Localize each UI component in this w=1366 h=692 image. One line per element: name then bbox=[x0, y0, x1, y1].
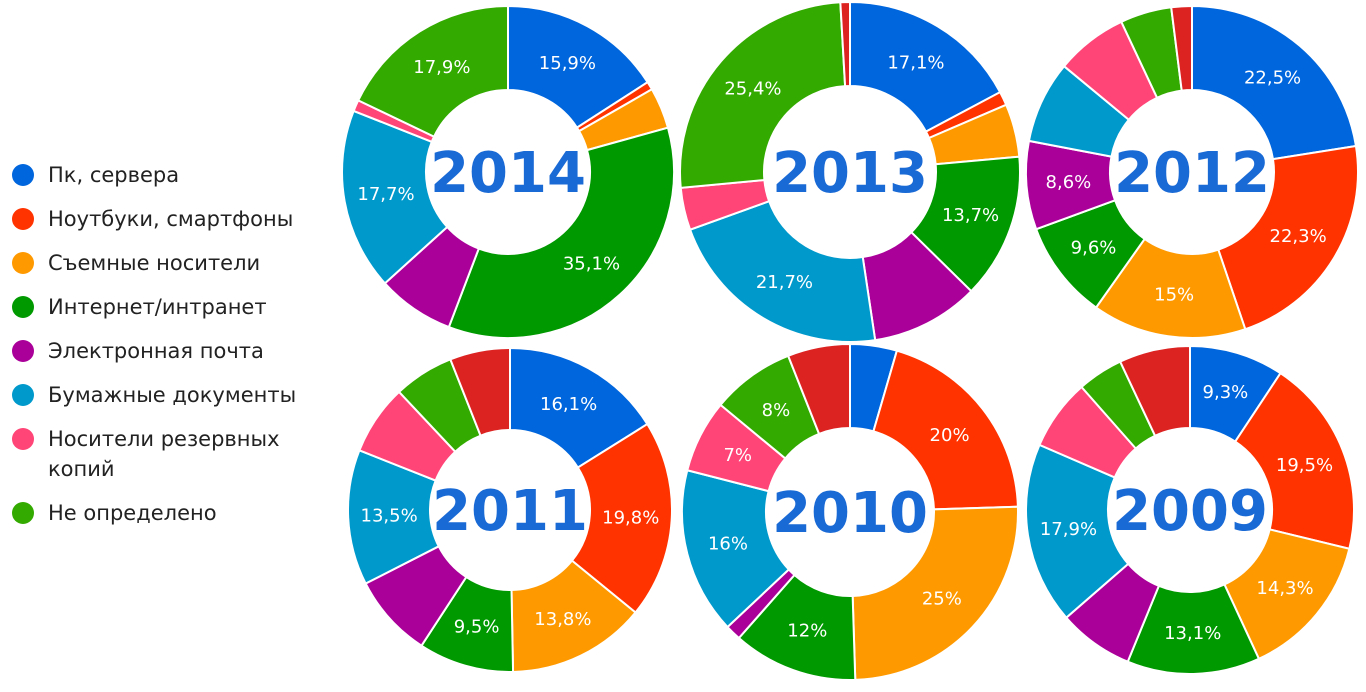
chart-year-title: 2012 bbox=[1114, 141, 1270, 206]
legend-swatch bbox=[12, 296, 34, 318]
legend-swatch bbox=[12, 428, 34, 450]
legend-swatch bbox=[12, 164, 34, 186]
legend-label: Съемные носители bbox=[48, 251, 261, 275]
slice-data-label: 20% bbox=[930, 425, 970, 446]
slice-data-label: 22,3% bbox=[1270, 226, 1327, 247]
chart-year-title: 2011 bbox=[432, 479, 588, 544]
donut-hole bbox=[764, 86, 936, 258]
donut-hole bbox=[1110, 90, 1274, 254]
slice-data-label: 13,7% bbox=[942, 205, 999, 226]
legend-label: Интернет/интранет bbox=[48, 295, 267, 319]
slice-data-label: 7% bbox=[723, 445, 752, 466]
donut-chart: 15,9% 35,1% 17,7% 17,9% 2014 bbox=[341, 4, 675, 339]
legend-item: Пк, сервера bbox=[12, 160, 342, 190]
legend-item: Ноутбуки, смартфоны bbox=[12, 204, 342, 234]
slice-data-label: 21,7% bbox=[756, 272, 813, 293]
slice-data-label: 16% bbox=[708, 533, 748, 554]
legend-item: Носители резервных копий bbox=[12, 424, 342, 484]
slice-data-label: 13,8% bbox=[534, 609, 591, 630]
legend-item: Съемные носители bbox=[12, 248, 342, 278]
legend-item: Интернет/интранет bbox=[12, 292, 342, 322]
chart-year-title: 2010 bbox=[772, 481, 928, 546]
legend-label: Пк, сервера bbox=[48, 163, 180, 187]
legend-label: Бумажные документы bbox=[48, 383, 297, 407]
donut-chart: 16,1% 19,8% 13,8% 9,5% 13,5% 2011 bbox=[347, 346, 673, 673]
slice-data-label: 9,5% bbox=[454, 616, 500, 637]
slice-data-label: 25,4% bbox=[724, 79, 781, 100]
slice-data-label: 19,8% bbox=[602, 508, 659, 529]
legend-label: Носители резервных копий bbox=[48, 427, 280, 481]
slice-data-label: 17,9% bbox=[413, 57, 470, 78]
slice-data-label: 19,5% bbox=[1276, 455, 1333, 476]
slice-data-label: 17,9% bbox=[1040, 519, 1097, 540]
slice-data-label: 15% bbox=[1154, 285, 1194, 306]
slice-data-label: 25% bbox=[922, 588, 962, 609]
donut-hole bbox=[430, 430, 590, 590]
legend-item: Бумажные документы bbox=[12, 380, 342, 410]
donut-hole bbox=[766, 428, 934, 596]
legend-item: Не определено bbox=[12, 498, 342, 528]
donut-chart: 9,3% 19,5% 14,3% 13,1% 17,9% 2009 bbox=[1025, 344, 1355, 675]
legend: Пк, сервера Ноутбуки, смартфоны Съемные … bbox=[12, 160, 342, 542]
donut-hole bbox=[426, 90, 590, 254]
legend-swatch bbox=[12, 208, 34, 230]
donut-hole bbox=[1108, 428, 1272, 592]
slice-data-label: 17,7% bbox=[357, 184, 414, 205]
slice-data-label: 13,1% bbox=[1164, 623, 1221, 644]
donut-chart: 17,1% 13,7% 21,7% 25,4% 2013 bbox=[679, 0, 1021, 343]
slice-data-label: 13,5% bbox=[361, 506, 418, 527]
slice-data-label: 35,1% bbox=[563, 254, 620, 275]
slice-data-label: 15,9% bbox=[539, 53, 596, 74]
legend-swatch bbox=[12, 384, 34, 406]
chart-year-title: 2013 bbox=[772, 141, 928, 206]
slice-data-label: 17,1% bbox=[887, 52, 944, 73]
slice-data-label: 9,6% bbox=[1071, 237, 1117, 258]
slice-data-label: 8% bbox=[762, 400, 791, 421]
legend-label: Ноутбуки, смартфоны bbox=[48, 207, 294, 231]
legend-item: Электронная почта bbox=[12, 336, 342, 366]
legend-label: Электронная почта bbox=[48, 339, 264, 363]
chart-year-title: 2009 bbox=[1112, 479, 1268, 544]
legend-swatch bbox=[12, 502, 34, 524]
slice-data-label: 12% bbox=[787, 621, 827, 642]
slice-data-label: 16,1% bbox=[540, 394, 597, 415]
chart-year-title: 2014 bbox=[430, 141, 586, 206]
legend-swatch bbox=[12, 340, 34, 362]
slice-data-label: 9,3% bbox=[1203, 382, 1249, 403]
legend-label: Не определено bbox=[48, 501, 217, 525]
slice-data-label: 8,6% bbox=[1046, 172, 1092, 193]
donut-chart: 20% 25% 12% 16% 7% 8% 2010 bbox=[681, 342, 1019, 681]
donut-chart: 22,5% 22,3% 15% 9,6% 8,6% 2012 bbox=[1025, 4, 1359, 339]
slice-data-label: 14,3% bbox=[1256, 578, 1313, 599]
slice-data-label: 22,5% bbox=[1244, 68, 1301, 89]
legend-swatch bbox=[12, 252, 34, 274]
